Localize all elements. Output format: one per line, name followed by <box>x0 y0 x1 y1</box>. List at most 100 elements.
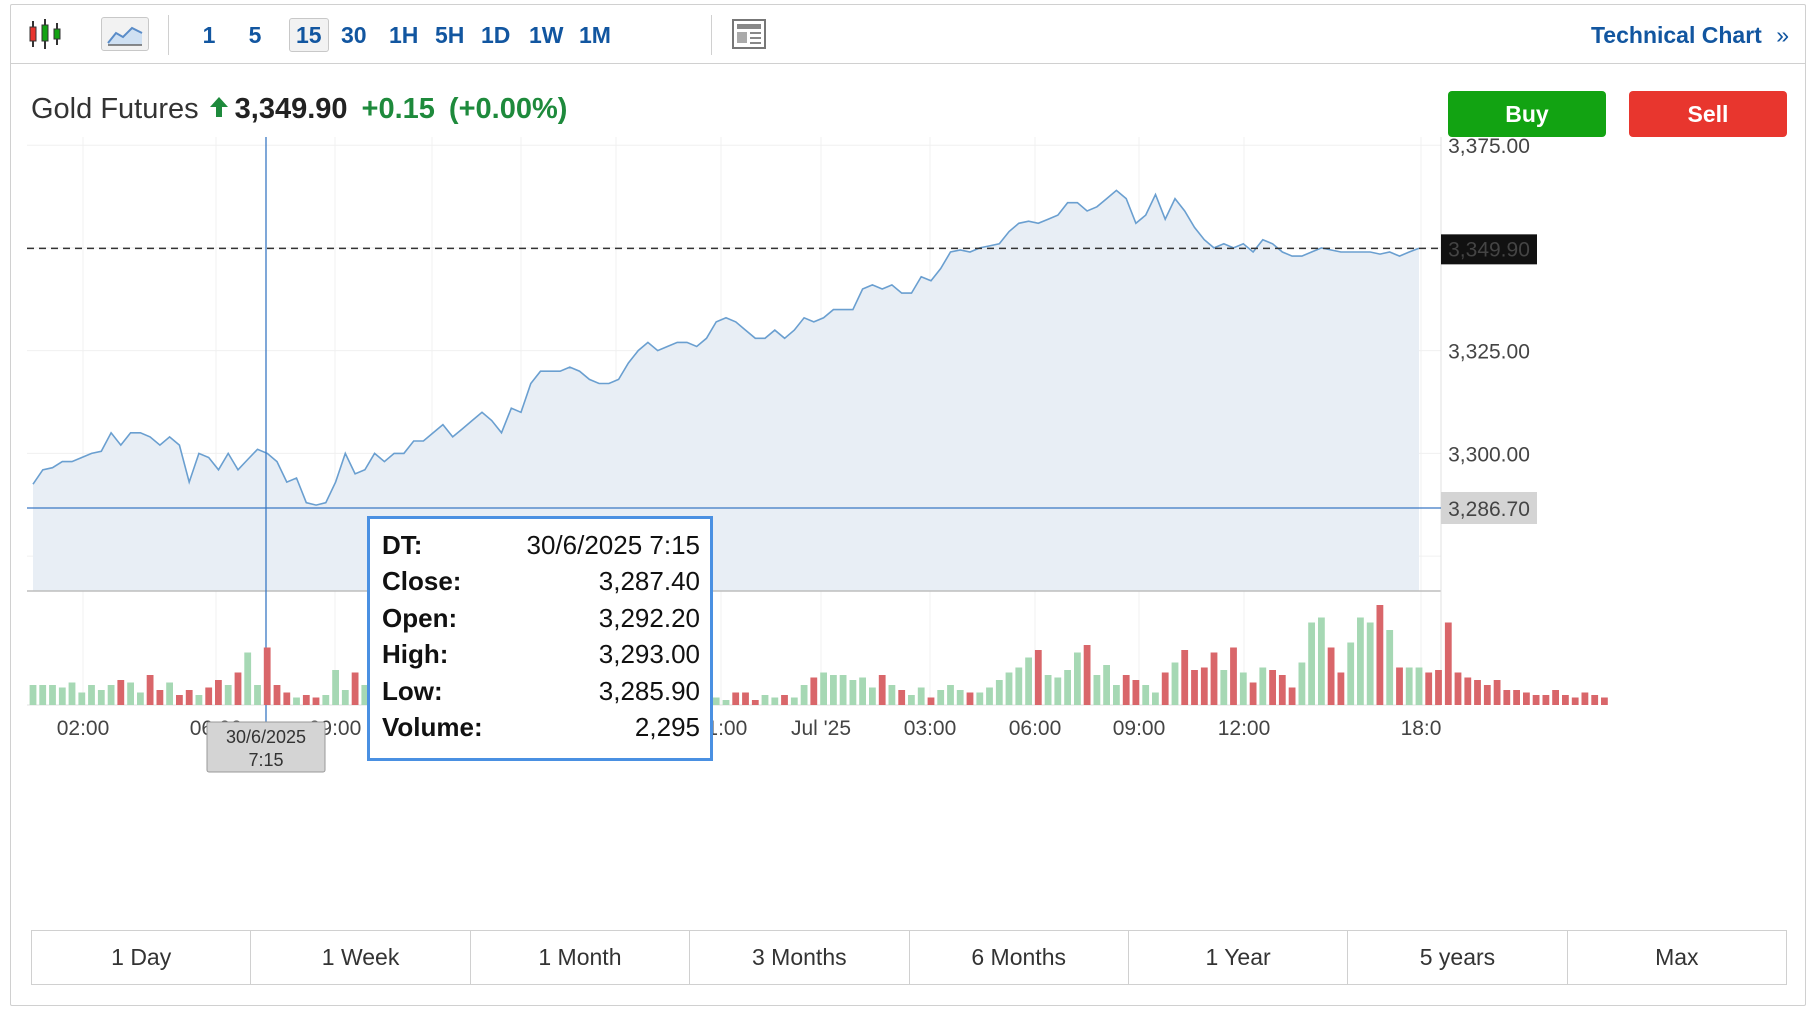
sell-button[interactable]: Sell <box>1629 91 1787 137</box>
volume-bar <box>927 697 935 705</box>
volume-bar <box>78 692 86 705</box>
timeframe-5[interactable]: 5 <box>248 21 262 48</box>
range-1-month[interactable]: 1 Month <box>471 931 691 984</box>
timeframe-1w[interactable]: 1W <box>529 21 564 48</box>
chevron-right-icon: » <box>1776 22 1789 48</box>
timeframe-30[interactable]: 30 <box>341 21 367 48</box>
tooltip-row: Low: 3,285.90 <box>382 673 700 710</box>
volume-bar <box>1161 672 1169 705</box>
tooltip-label: Close: <box>382 566 462 597</box>
volume-bar <box>1474 680 1481 705</box>
volume-bar <box>1591 695 1599 705</box>
last-price-label: 3,349.90 <box>1448 238 1530 261</box>
volume-bar <box>234 672 242 705</box>
x-tick-label: 18:0 <box>1401 717 1442 740</box>
chart-widget: 1 5 15 30 1H 5H 1D 1W 1M Technical Chart » Gold … <box>10 4 1806 1006</box>
volume-bar <box>58 687 66 705</box>
technical-chart-link[interactable]: Technical Chart » <box>1591 22 1789 49</box>
candlestick-icon[interactable] <box>25 17 65 51</box>
volume-bar <box>732 692 740 705</box>
crosshair-price-badge <box>1441 492 1537 525</box>
volume-bar <box>1601 697 1608 705</box>
volume-bar <box>1230 647 1237 705</box>
x-tick-label: Jul '25 <box>791 717 851 740</box>
crosshair-date-label: 30/6/2025 <box>226 727 306 747</box>
volume-bar <box>849 680 857 705</box>
range-1-week[interactable]: 1 Week <box>251 931 471 984</box>
volume-bar <box>722 700 730 705</box>
technical-chart-label: Technical Chart <box>1590 22 1762 48</box>
volume-bar <box>995 680 1003 705</box>
volume-bar <box>878 675 886 705</box>
news-layout-icon[interactable] <box>729 17 769 51</box>
chart-toolbar: 1 5 15 30 1H 5H 1D 1W 1M Technical Chart » <box>11 5 1805 64</box>
range-5-years[interactable]: 5 years <box>1348 931 1568 984</box>
volume-bar <box>1191 670 1198 705</box>
range-max[interactable]: Max <box>1655 944 1699 970</box>
tooltip-row: Open: 3,292.20 <box>382 600 700 637</box>
volume-bar <box>820 672 827 705</box>
volume-bar <box>263 647 271 705</box>
volume-bar <box>908 695 915 705</box>
price-area <box>33 190 1419 591</box>
volume-bar <box>29 685 37 705</box>
volume-bar <box>1239 672 1247 705</box>
instrument-header: Gold Futures 3,349.90 +0.15 (+0.00%) <box>31 89 567 129</box>
volume-bar <box>1093 675 1101 705</box>
volume-bar <box>800 685 808 705</box>
timeframe-1h[interactable]: 1H <box>389 21 419 48</box>
tooltip-value: 30/6/2025 7:15 <box>526 529 701 560</box>
tooltip-label: Volume: <box>382 712 483 743</box>
volume-bar <box>39 685 47 705</box>
tooltip-row: DT: 30/6/2025 7:15 <box>382 527 700 564</box>
range-3-months[interactable]: 3 Months <box>690 931 910 984</box>
buy-button[interactable]: Buy <box>1448 91 1606 137</box>
tooltip-label: High: <box>382 639 449 670</box>
y-tick-label: 3,375.00 <box>1448 135 1530 158</box>
volume-bar <box>293 697 300 705</box>
timeframe-1d[interactable]: 1D <box>481 21 511 48</box>
volume-bar <box>888 685 896 705</box>
volume-bar <box>751 700 759 705</box>
tooltip-row: Close: 3,287.40 <box>382 564 700 601</box>
volume-bar <box>1220 670 1228 705</box>
volume-bar <box>1044 675 1052 705</box>
volume-bar <box>1288 687 1296 705</box>
volume-bar <box>117 680 125 705</box>
volume-bar <box>88 685 95 705</box>
volume-bar <box>1366 622 1374 705</box>
volume-bar <box>312 697 320 705</box>
last-price-badge <box>1441 234 1537 265</box>
range-selector: 1 Day 1 Week 1 Month 3 Months 6 Months 1 Year… <box>31 930 1787 985</box>
volume-bar <box>1415 667 1423 705</box>
timeframe-1[interactable]: 1 <box>202 21 216 48</box>
timeframe-5h[interactable]: 5H <box>435 21 465 48</box>
volume-bar <box>1025 657 1032 705</box>
volume-bar <box>1259 667 1267 705</box>
volume-bar <box>781 695 788 705</box>
volume-bar <box>898 690 906 705</box>
volume-bar <box>1103 665 1110 705</box>
timeframe-15[interactable]: 15 <box>289 18 329 52</box>
volume-bar <box>1386 630 1394 705</box>
volume-bar <box>1444 622 1452 705</box>
tooltip-label: DT: <box>382 529 423 560</box>
volume-bar <box>185 690 193 705</box>
range-1-year[interactable]: 1 Year <box>1129 931 1349 984</box>
crosshair-time-label: 7:15 <box>248 750 283 770</box>
volume-bar <box>771 697 779 705</box>
range-1-day[interactable]: 1 Day <box>32 931 252 984</box>
volume-bar <box>1278 675 1286 705</box>
tooltip-value: 2,295 <box>634 712 700 743</box>
arrow-up-icon <box>209 93 229 126</box>
volume-bar <box>1376 605 1384 705</box>
volume-bar <box>1171 662 1179 705</box>
volume-bar <box>1308 622 1315 705</box>
x-tick-label: 12:00 <box>1218 717 1271 740</box>
range-6-months[interactable]: 6 Months <box>910 931 1129 984</box>
volume-bar <box>341 690 349 705</box>
volume-bar <box>917 687 925 705</box>
price-chart[interactable]: Investing.com3,349.903,375.003,325.003,3… <box>11 5 1805 905</box>
area-chart-icon[interactable] <box>101 17 149 51</box>
timeframe-1m[interactable]: 1M <box>579 21 611 48</box>
